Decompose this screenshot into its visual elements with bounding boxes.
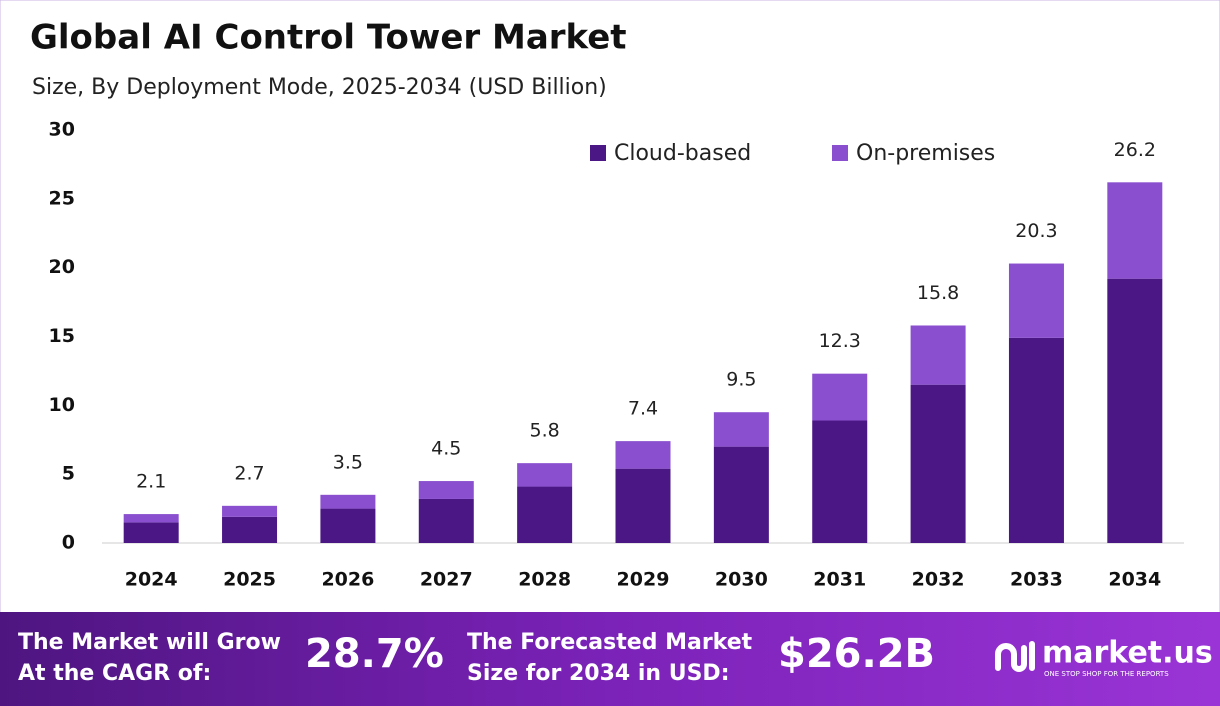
y-tick-label: 20 <box>49 256 75 278</box>
bar-segment <box>320 508 376 543</box>
bar-segment <box>1107 182 1163 279</box>
x-tick-label: 2032 <box>912 569 965 591</box>
y-tick-label: 5 <box>62 463 75 485</box>
y-tick-label: 30 <box>49 119 75 141</box>
bar-segment <box>1008 337 1064 543</box>
bar-segment <box>320 494 376 509</box>
y-tick-label: 25 <box>49 187 75 209</box>
bar-segment <box>812 373 868 421</box>
legend-swatch <box>590 145 606 161</box>
x-tick-label: 2026 <box>321 569 374 591</box>
x-tick-label: 2034 <box>1108 569 1161 591</box>
bar-segment <box>713 446 769 543</box>
bar-segment <box>418 498 474 543</box>
footer-text: Size for 2034 in USD: <box>467 661 730 686</box>
y-tick-label: 15 <box>49 325 75 347</box>
total-label: 5.8 <box>530 420 560 442</box>
bar-segment <box>222 516 278 543</box>
x-tick-label: 2031 <box>813 569 866 591</box>
footer-band <box>0 612 1220 706</box>
logo-icon <box>995 641 1035 672</box>
total-label: 26.2 <box>1114 139 1156 161</box>
footer-value: $26.2B <box>778 631 935 677</box>
bar-segment <box>910 384 966 543</box>
chart-subtitle: Size, By Deployment Mode, 2025-2034 (USD… <box>32 75 607 100</box>
footer-text: The Market will Grow <box>18 630 281 655</box>
chart-title: Global AI Control Tower Market <box>30 18 627 58</box>
total-label: 3.5 <box>333 451 363 473</box>
bar-segment <box>713 412 769 447</box>
bar-segment <box>517 486 573 543</box>
bar-segment <box>910 325 966 385</box>
bar-segment <box>1107 278 1163 543</box>
x-tick-label: 2030 <box>715 569 768 591</box>
x-tick-label: 2025 <box>223 569 276 591</box>
bar-segment <box>222 505 278 517</box>
footer-value: 28.7% <box>305 631 444 677</box>
total-label: 2.1 <box>136 471 166 493</box>
bar-segment <box>812 420 868 543</box>
legend-label: Cloud-based <box>614 141 751 166</box>
legend-swatch <box>832 145 848 161</box>
total-label: 15.8 <box>917 282 959 304</box>
bar-segment <box>123 522 179 543</box>
bar-segment <box>418 481 474 499</box>
bar-segment <box>615 441 671 469</box>
total-label: 20.3 <box>1015 220 1057 242</box>
total-label: 12.3 <box>819 330 861 352</box>
x-tick-label: 2027 <box>420 569 473 591</box>
total-label: 4.5 <box>431 438 461 460</box>
x-tick-label: 2029 <box>617 569 670 591</box>
bar-segment <box>517 463 573 487</box>
total-label: 2.7 <box>234 462 264 484</box>
x-tick-label: 2028 <box>518 569 571 591</box>
bar-segment <box>1008 263 1064 338</box>
y-tick-label: 0 <box>62 532 75 554</box>
y-tick-label: 10 <box>49 394 75 416</box>
bar-segment <box>123 514 179 523</box>
tagline: ONE STOP SHOP FOR THE REPORTS <box>1044 670 1169 678</box>
logo: market.us <box>1042 636 1213 671</box>
x-tick-label: 2024 <box>125 569 178 591</box>
total-label: 7.4 <box>628 398 658 420</box>
footer-text: At the CAGR of: <box>18 661 211 686</box>
total-label: 9.5 <box>726 369 756 391</box>
footer-text: The Forecasted Market <box>467 630 753 655</box>
bar-segment <box>615 468 671 543</box>
x-tick-label: 2033 <box>1010 569 1063 591</box>
legend-label: On-premises <box>856 141 995 166</box>
